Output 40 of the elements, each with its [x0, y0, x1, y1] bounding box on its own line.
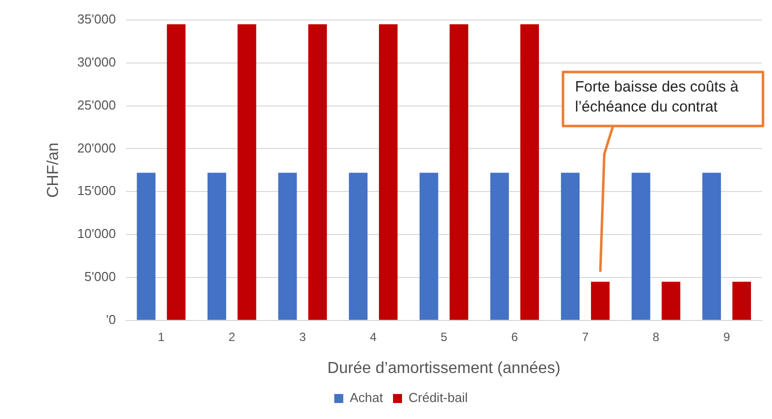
legend-label: Achat	[350, 390, 384, 406]
bar	[590, 282, 610, 320]
bar	[632, 172, 650, 320]
bar	[208, 172, 226, 320]
bar	[136, 172, 156, 320]
bar	[238, 24, 256, 320]
bar	[490, 172, 509, 320]
y-tick-label: 35'000	[77, 12, 116, 27]
bar	[732, 282, 751, 320]
y-tick-label: 10'000	[77, 226, 116, 242]
y-tick-label: 25'000	[77, 97, 116, 112]
bar	[348, 172, 368, 320]
bar	[378, 24, 398, 320]
x-tick-label: 6	[511, 330, 518, 344]
bar	[702, 172, 721, 320]
y-tick-label: 20'000	[77, 140, 116, 156]
legend-label: Crédit-bail	[408, 390, 468, 406]
x-tick-label: 8	[652, 330, 660, 344]
x-tick-label: 2	[228, 330, 236, 344]
bar	[166, 24, 186, 320]
x-axis-title: Durée d’amortissement (années)	[327, 360, 560, 377]
bar	[662, 282, 680, 320]
y-tick-label: 5'000	[84, 269, 116, 284]
y-axis-title: CHF/an	[45, 142, 62, 198]
x-tick-label: 7	[582, 330, 589, 344]
y-tick-label: '0	[106, 312, 116, 327]
bar	[308, 24, 327, 320]
bar	[278, 172, 297, 320]
bar	[450, 24, 468, 320]
bar	[420, 172, 438, 320]
x-tick-label: 3	[299, 330, 306, 344]
x-tick-label: 4	[370, 330, 377, 344]
y-tick-label: 15'000	[77, 183, 116, 198]
x-tick-label: 5	[440, 330, 448, 344]
annotation: Forte baisse des coûts à l’échéance du contrat	[575, 78, 740, 116]
x-tick-label: 1	[158, 330, 165, 344]
bar	[560, 172, 580, 320]
bar	[520, 24, 539, 320]
x-tick-label: 9	[723, 330, 730, 344]
y-tick-label: 30'000	[77, 54, 116, 70]
